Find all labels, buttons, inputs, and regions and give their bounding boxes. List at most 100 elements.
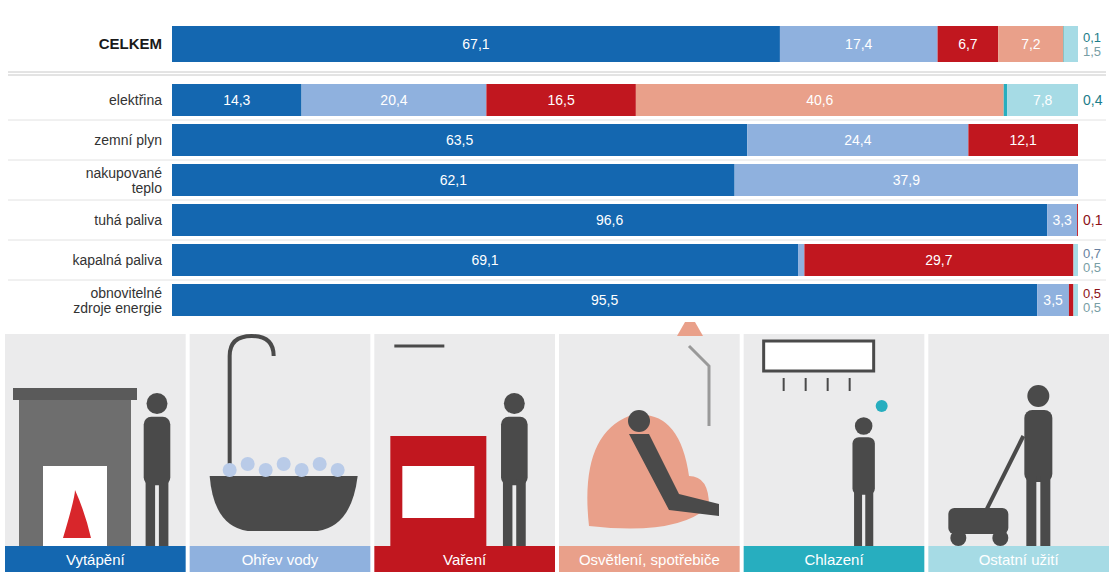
category-label-line: zemní plyn xyxy=(94,132,162,148)
icon xyxy=(501,417,528,485)
data-label: 6,7 xyxy=(958,36,978,52)
icon xyxy=(394,345,444,348)
icon xyxy=(1026,476,1036,546)
bar-segment xyxy=(998,26,1063,62)
bar-segment xyxy=(172,284,1037,316)
legend-panel xyxy=(559,334,740,546)
bar-segment xyxy=(172,124,747,156)
data-label: 0,1 xyxy=(1083,212,1103,228)
bar-segment xyxy=(172,26,780,62)
legend-swatch xyxy=(559,546,740,572)
legend-panel xyxy=(374,334,555,546)
legend-panel xyxy=(5,334,186,546)
category-label: zemní plyn xyxy=(94,132,162,148)
data-label: 0,7 xyxy=(1083,246,1101,261)
bar-segment xyxy=(1077,204,1078,236)
category-labels: CELKEMelektřinazemní plynnakupovanéteplo… xyxy=(72,35,162,316)
legend-illustration xyxy=(948,385,1052,546)
data-label: 29,7 xyxy=(925,252,952,268)
bar-segment xyxy=(1073,244,1078,276)
data-label: 20,4 xyxy=(380,92,407,108)
row-separator xyxy=(8,120,1106,121)
category-label-line: nakupované xyxy=(86,165,163,181)
data-label: 24,4 xyxy=(844,132,871,148)
bar-segment xyxy=(636,84,1004,116)
data-label: 62,1 xyxy=(440,172,467,188)
icon xyxy=(992,530,1008,546)
icon xyxy=(855,417,873,435)
row-separator xyxy=(8,200,1106,201)
bar-segment xyxy=(172,164,735,196)
data-label: 0,1 xyxy=(1083,30,1101,45)
data-label: 17,4 xyxy=(845,36,872,52)
icon xyxy=(503,480,513,547)
icon xyxy=(854,490,862,546)
separator xyxy=(8,75,1106,76)
icon xyxy=(390,436,486,546)
data-label: 1,5 xyxy=(1083,44,1101,59)
icon xyxy=(19,396,131,546)
bar-segment xyxy=(1073,284,1078,316)
data-label: 37,9 xyxy=(893,172,920,188)
legend-label: Ohřev vody xyxy=(242,551,319,568)
bars xyxy=(172,26,1078,316)
icon xyxy=(983,436,1023,516)
data-label: 12,1 xyxy=(1010,132,1037,148)
category-label-line: tuhá paliva xyxy=(94,212,162,228)
chart: 67,117,46,77,20,11,514,320,416,540,60,47… xyxy=(0,0,1114,574)
icon xyxy=(146,480,156,547)
bar-segment xyxy=(172,244,798,276)
icon xyxy=(876,400,888,412)
legend-illustration xyxy=(764,341,888,546)
icon xyxy=(783,378,785,391)
icon xyxy=(13,388,137,400)
separators xyxy=(8,72,1106,280)
bar-segment xyxy=(968,124,1078,156)
category-label-line: zdroje energie xyxy=(73,300,162,316)
category-label: nakupovanéteplo xyxy=(86,165,163,196)
legend-illustration xyxy=(390,346,527,546)
icon xyxy=(1027,385,1049,407)
legend-item: Chlazení xyxy=(744,334,925,572)
data-label: 7,8 xyxy=(1033,92,1053,108)
bar-segment xyxy=(798,244,804,276)
bar-segment xyxy=(302,84,487,116)
icon xyxy=(516,480,526,547)
legend-swatch xyxy=(744,546,925,572)
category-label-line: teplo xyxy=(132,180,163,196)
data-label: 96,6 xyxy=(596,212,623,228)
icon xyxy=(827,378,829,391)
bar-segment xyxy=(172,84,302,116)
bar-segment xyxy=(172,204,1047,236)
legend-label: Vaření xyxy=(443,551,487,568)
icon xyxy=(402,466,474,518)
icon xyxy=(147,393,168,414)
bar-segment xyxy=(486,84,635,116)
icon xyxy=(504,393,525,414)
icon xyxy=(63,490,91,538)
category-label: elektřina xyxy=(109,92,162,108)
legend-item: Vytápění xyxy=(5,334,186,572)
data-labels: 67,117,46,77,20,11,514,320,416,540,60,47… xyxy=(223,30,1103,315)
category-label-line: kapalná paliva xyxy=(72,252,162,268)
icon xyxy=(295,463,309,477)
bar-segment xyxy=(938,26,999,62)
icon xyxy=(313,457,327,471)
legend-illustration xyxy=(13,388,170,546)
row-separator xyxy=(8,280,1106,281)
data-label: 16,5 xyxy=(548,92,575,108)
legend: VytápěníOhřev vodyVařeníOsvětlení, spotř… xyxy=(5,322,1109,572)
icon xyxy=(144,417,171,485)
legend-swatch xyxy=(190,546,371,572)
bar-segment xyxy=(1037,284,1069,316)
category-label: tuhá paliva xyxy=(94,212,162,228)
icon xyxy=(805,378,807,391)
legend-swatch xyxy=(5,546,186,572)
data-label: 69,1 xyxy=(471,252,498,268)
icon xyxy=(764,341,874,371)
data-label: 63,5 xyxy=(446,132,473,148)
legend-panel xyxy=(190,334,371,546)
data-label: 14,3 xyxy=(223,92,250,108)
icon xyxy=(43,466,107,546)
legend-item: Ostatní užití xyxy=(928,334,1109,572)
